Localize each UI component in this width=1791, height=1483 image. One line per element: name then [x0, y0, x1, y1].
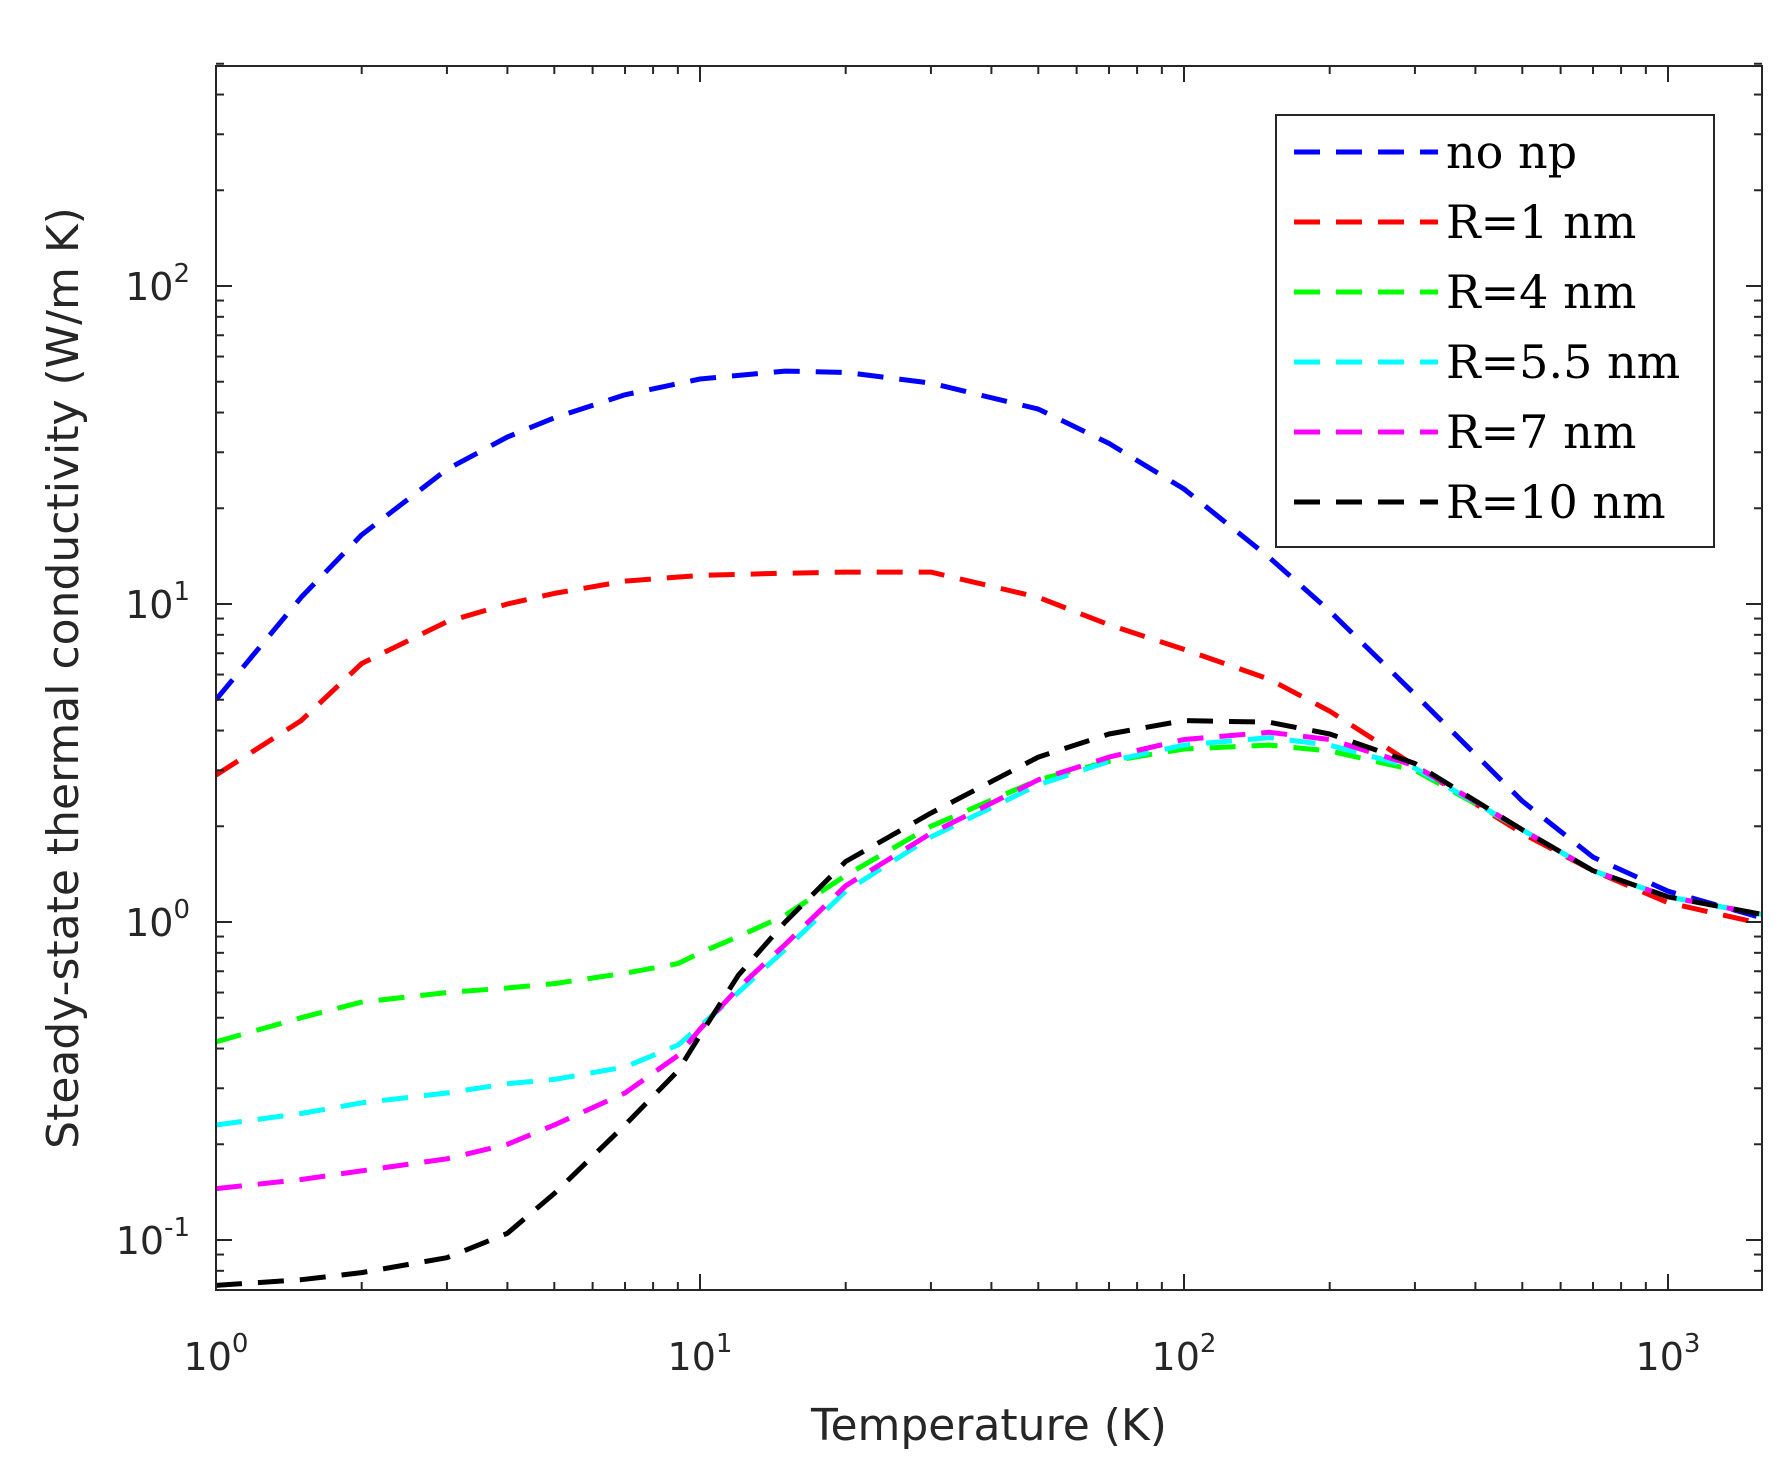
series-line-6	[216, 718, 1762, 1288]
series-line-2	[216, 569, 1762, 927]
legend-box	[1275, 114, 1715, 548]
x-tick-label: 103	[1636, 1329, 1701, 1379]
legend-label: R=10 nm	[1446, 475, 1666, 529]
x-tick-label: 101	[668, 1329, 733, 1379]
plot-area-frame	[215, 65, 1763, 1291]
legend-label: R=7 nm	[1446, 405, 1636, 459]
x-axis-label: Temperature (K)	[810, 1400, 1167, 1451]
tick-labels: 100 101 102 103 10-1 100 101 102	[116, 259, 1701, 1379]
ticks-group	[215, 62, 1762, 1290]
legend-label: R=1 nm	[1446, 195, 1636, 249]
y-tick-label: 102	[125, 259, 190, 309]
legend: no np R=1 nm R=4 nm R=5.5 nm R=7 nm R=10 nm	[1275, 114, 1715, 548]
x-tick-label: 102	[1152, 1329, 1217, 1379]
series-line-4	[216, 735, 1762, 1128]
series-line-3	[216, 742, 1762, 1045]
legend-label: R=4 nm	[1446, 265, 1636, 319]
y-tick-label: 101	[125, 577, 190, 627]
legend-label: R=5.5 nm	[1446, 335, 1680, 389]
y-tick-label: 100	[125, 895, 190, 945]
legend-label: no np	[1446, 125, 1577, 179]
series-line-5	[216, 729, 1762, 1192]
x-tick-label: 100	[184, 1329, 249, 1379]
series-line-1	[216, 368, 1762, 921]
y-tick-label: 10-1	[116, 1213, 190, 1263]
series-group	[216, 368, 1762, 1288]
y-axis-label: Steady-state thermal conductivity (W/m K…	[38, 207, 89, 1149]
